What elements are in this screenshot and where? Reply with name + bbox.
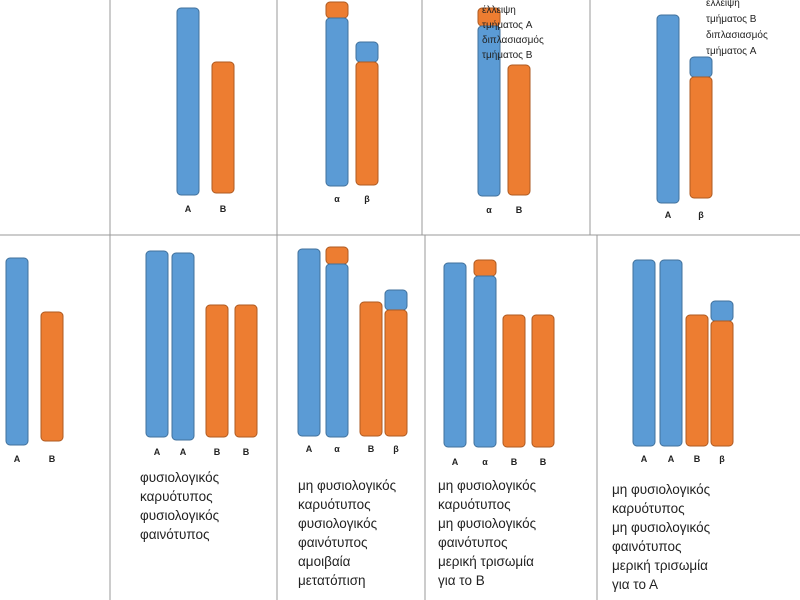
caption: φαινότυπος bbox=[612, 539, 682, 554]
chromosome-label: α bbox=[334, 444, 340, 454]
chromosome-segment bbox=[473, 275, 497, 448]
chromosome-segment bbox=[689, 56, 713, 78]
caption: για το Α bbox=[612, 577, 658, 592]
annotation: διπλασιασμός bbox=[482, 34, 544, 46]
annotation: έλλειψη bbox=[706, 0, 740, 9]
chromosome-label: α bbox=[334, 194, 340, 204]
chromosome-segment bbox=[710, 320, 734, 447]
chromosome-label: B bbox=[243, 447, 250, 457]
caption: φυσιολογικός bbox=[298, 516, 378, 531]
chromosome-segment bbox=[325, 263, 349, 438]
chromosome-label: A bbox=[154, 447, 161, 457]
caption: μη φυσιολογικός bbox=[612, 520, 711, 535]
annotation: τμήματος A bbox=[482, 19, 533, 31]
chromosome-segment bbox=[355, 61, 379, 186]
caption: μη φυσιολογικός bbox=[438, 516, 537, 531]
chromosome-segment bbox=[205, 304, 229, 438]
chromosome-segment bbox=[325, 246, 349, 265]
chromosome-segment bbox=[685, 314, 709, 447]
chromosome-segment bbox=[632, 259, 656, 447]
chromosome-label: β bbox=[393, 444, 399, 454]
chromosome-label: A bbox=[306, 444, 313, 454]
caption: μη φυσιολογικός bbox=[612, 482, 711, 497]
annotation: τμήματος B bbox=[482, 49, 533, 61]
chromosome-label: B bbox=[540, 457, 547, 467]
chromosome-label: A bbox=[665, 210, 672, 220]
caption: μη φυσιολογικός bbox=[298, 478, 397, 493]
chromosome-segment bbox=[325, 1, 349, 19]
chromosome-label: α bbox=[486, 205, 492, 215]
caption: για το Β bbox=[438, 573, 485, 588]
caption: μετατόπιση bbox=[298, 573, 366, 588]
caption: φαινότυπος bbox=[140, 527, 210, 542]
chromosome-segment bbox=[359, 301, 383, 437]
chromosome-segment bbox=[656, 14, 680, 204]
annotation: έλλειψη bbox=[482, 4, 516, 16]
chromosome-label: α bbox=[482, 457, 488, 467]
chromosome-segment bbox=[355, 41, 379, 63]
chromosome-segment bbox=[477, 25, 501, 197]
chromosome-label: A bbox=[668, 454, 675, 464]
caption: καρυότυπος bbox=[140, 489, 213, 504]
chromosome-segment bbox=[710, 300, 734, 322]
chromosome-segment bbox=[384, 289, 408, 311]
chromosome-label: B bbox=[214, 447, 221, 457]
chromosome-label: A bbox=[14, 454, 21, 464]
chromosome-label: A bbox=[641, 454, 648, 464]
annotation: τμήματος B bbox=[706, 13, 757, 25]
chromosome-segment bbox=[473, 259, 497, 277]
annotation: τμήματος A bbox=[706, 45, 757, 57]
chromosome-label: A bbox=[180, 447, 187, 457]
chromosome-segment bbox=[502, 314, 526, 448]
chromosome-segment bbox=[5, 257, 29, 446]
chromosome-segment bbox=[384, 309, 408, 437]
chromosome-segment bbox=[171, 252, 195, 441]
chromosome-segment bbox=[145, 250, 169, 438]
chromosome-segment bbox=[325, 17, 349, 187]
caption: μη φυσιολογικός bbox=[438, 478, 537, 493]
caption: φαινότυπος bbox=[298, 535, 368, 550]
chromosome-label: B bbox=[220, 204, 227, 214]
chromosome-label: A bbox=[185, 204, 192, 214]
chromosome-label: B bbox=[511, 457, 518, 467]
chromosome-segment bbox=[234, 304, 258, 438]
chromosome-label: A bbox=[452, 457, 459, 467]
chromosome-label: B bbox=[368, 444, 375, 454]
chromosome-segment bbox=[211, 61, 235, 194]
caption: φυσιολογικός bbox=[140, 508, 220, 523]
caption: αμοιβαία bbox=[298, 554, 351, 569]
chromosome-label: B bbox=[49, 454, 56, 464]
chromosome-segment bbox=[659, 259, 683, 447]
caption: φαινότυπος bbox=[438, 535, 508, 550]
chromosome-label: β bbox=[364, 194, 370, 204]
caption: καρυότυπος bbox=[612, 501, 685, 516]
chromosome-segment bbox=[176, 7, 200, 196]
chromosome-segment bbox=[531, 314, 555, 448]
chromosome-label: β bbox=[698, 210, 704, 220]
chromosome-segment bbox=[443, 262, 467, 448]
caption: καρυότυπος bbox=[298, 497, 371, 512]
chromosome-segment bbox=[689, 76, 713, 199]
chromosome-label: β bbox=[719, 454, 725, 464]
annotation: διπλασιασμός bbox=[706, 29, 768, 41]
chromosome-segment bbox=[507, 64, 531, 196]
chromosome-label: B bbox=[694, 454, 701, 464]
chromosome-label: B bbox=[516, 205, 523, 215]
caption: μερική τρισωμία bbox=[438, 554, 534, 569]
caption: φυσιολογικός bbox=[140, 470, 220, 485]
chromosome-segment bbox=[297, 248, 321, 437]
caption: μερική τρισωμία bbox=[612, 558, 708, 573]
caption: καρυότυπος bbox=[438, 497, 511, 512]
chromosome-segment bbox=[40, 311, 64, 442]
